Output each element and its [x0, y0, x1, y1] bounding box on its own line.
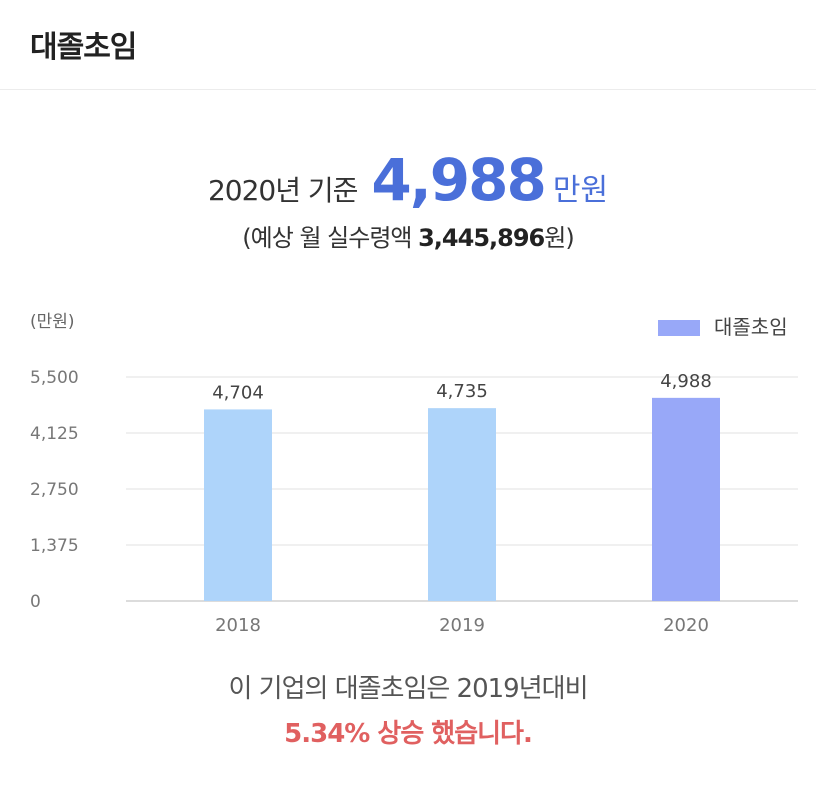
growth-rate-line: 5.34% 상승 했습니다.	[284, 719, 533, 749]
bar-value-label: 4,704	[212, 382, 264, 403]
y-axis: 0 1,375 2,750 4,125 5,500	[30, 368, 79, 612]
bars: 4,704 4,735 4,988	[204, 371, 720, 601]
basis-year-label: 2020년 기준	[207, 174, 358, 207]
monthly-prefix: (예상 월 실수령액	[242, 224, 419, 252]
salary-summary: 2020년 기준 4,988 만원 (예상 월 실수령액 3,445,896원)	[0, 146, 816, 253]
salary-amount: 4,988	[371, 146, 546, 214]
comparison-line: 이 기업의 대졸초임은 2019년대비	[228, 674, 588, 704]
bar-value-label: 4,735	[436, 381, 488, 402]
bar-2018	[204, 409, 272, 601]
x-tick-label: 2018	[215, 615, 261, 636]
legend-swatch	[658, 320, 700, 336]
x-tick-label: 2020	[663, 615, 709, 636]
y-tick-label: 1,375	[30, 536, 79, 556]
y-tick-label: 5,500	[30, 368, 79, 388]
monthly-suffix: 원)	[544, 224, 574, 252]
bar-2020	[652, 397, 720, 601]
y-tick-label: 4,125	[30, 424, 79, 444]
summary-main-line: 2020년 기준 4,988 만원	[0, 146, 816, 218]
salary-unit: 만원	[552, 173, 609, 208]
bar-value-label: 4,988	[660, 371, 712, 392]
y-tick-label: 2,750	[30, 480, 79, 500]
legend-label: 대졸초임	[714, 315, 788, 339]
x-tick-label: 2019	[439, 615, 485, 636]
page-title: 대졸초임	[30, 30, 137, 65]
y-tick-label: 0	[30, 592, 41, 612]
x-axis: 2018 2019 2020	[215, 615, 709, 636]
monthly-value: 3,445,896	[418, 224, 545, 252]
comparison-message: 이 기업의 대졸초임은 2019년대비 5.34% 상승 했습니다.	[0, 668, 816, 750]
y-unit-label: (만원)	[30, 312, 75, 332]
legend: 대졸초임	[658, 315, 788, 339]
header: 대졸초임	[0, 0, 816, 90]
bar-2019	[428, 408, 496, 601]
monthly-net-pay: (예상 월 실수령액 3,445,896원)	[0, 218, 816, 253]
